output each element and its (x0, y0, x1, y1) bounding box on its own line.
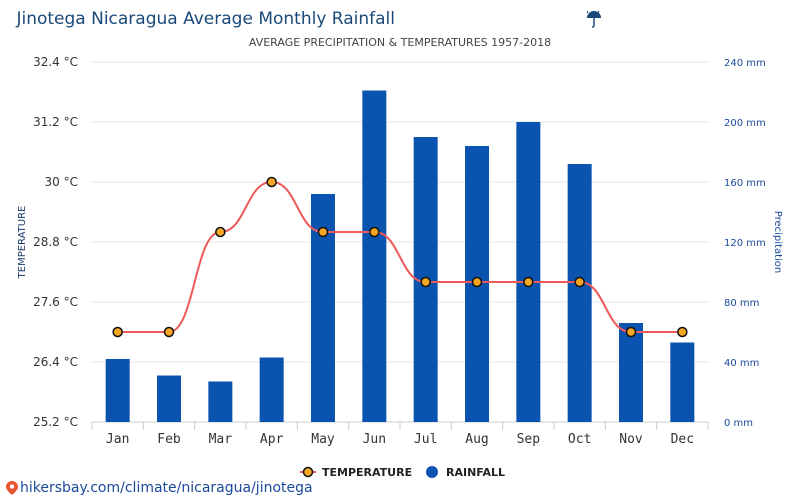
temperature-point (112, 326, 123, 338)
y-axis-label-left: TEMPERATURE (17, 206, 28, 280)
temperature-point (266, 176, 277, 188)
y-tick-label-right: 80 mm (724, 298, 759, 309)
rainfall-bar (259, 357, 284, 422)
umbrella-rain-icon (586, 10, 601, 28)
y-tick-label-right: 0 mm (724, 418, 753, 429)
temperature-point (420, 276, 431, 288)
x-tick-label: Jul (414, 432, 437, 447)
temperature-point (523, 276, 534, 288)
legend: TEMPERATURE RAINFALL (300, 466, 505, 479)
y-tick-label-right: 200 mm (724, 118, 766, 129)
x-tick-label: Dec (671, 432, 694, 447)
legend-rainfall-marker (426, 466, 438, 478)
y-tick-label-right: 120 mm (724, 238, 766, 249)
rainfall-bar (208, 381, 233, 422)
source-link[interactable]: hikersbay.com/climate/nicaragua/jinotega (6, 480, 313, 496)
rainfall-bar (157, 375, 181, 422)
temperature-point (163, 326, 175, 338)
legend-temperature-marker (302, 466, 314, 478)
chart-subtitle: AVERAGE PRECIPITATION & TEMPERATURES 195… (249, 36, 551, 49)
rainfall-bar (670, 342, 695, 422)
y-tick-label-left: 30 °C (45, 175, 78, 189)
rainfall-bar (567, 164, 592, 422)
y-tick-label-left: 28.8 °C (33, 235, 78, 249)
y-tick-label-left: 31.2 °C (33, 115, 78, 129)
x-tick-label: Apr (260, 432, 284, 447)
temperature-line (117, 180, 683, 333)
x-tick-label: Mar (209, 432, 233, 447)
temperature-point (215, 226, 226, 238)
y-tick-label-left: 32.4 °C (33, 55, 78, 69)
location-pin-icon (6, 481, 18, 495)
rainfall-bar (362, 90, 387, 422)
y-tick-label-right: 240 mm (724, 58, 766, 69)
y-tick-label-left: 25.2 °C (33, 415, 78, 429)
chart-title: Jinotega Nicaragua Average Monthly Rainf… (15, 9, 395, 29)
y-tick-label-right: 160 mm (724, 178, 766, 189)
temperature-point (574, 276, 585, 288)
y-axis-label-right: Precipitation (772, 211, 783, 274)
rainfall-bar (516, 122, 541, 422)
x-tick-label: Jan (106, 432, 129, 447)
x-tick-label: Jun (363, 432, 386, 447)
temperature-point (369, 226, 380, 238)
temperature-point (625, 326, 637, 338)
y-tick-label-left: 26.4 °C (33, 355, 78, 369)
temperature-point (677, 326, 688, 338)
temperature-point (471, 276, 483, 288)
legend-temperature-label: TEMPERATURE (322, 466, 412, 479)
legend-rainfall-label: RAINFALL (446, 466, 505, 479)
x-tick-label: Oct (568, 432, 591, 447)
x-tick-label: Nov (619, 432, 643, 447)
source-link-text: hikersbay.com/climate/nicaragua/jinotega (20, 480, 313, 496)
rainfall-bar (619, 323, 643, 422)
y-tick-label-left: 27.6 °C (33, 295, 78, 309)
x-tick-label: Feb (157, 432, 181, 447)
rainfall-bar (105, 359, 130, 422)
x-tick-label: Aug (465, 432, 488, 447)
x-tick-label: May (311, 432, 335, 447)
x-tick-label: Sep (517, 432, 541, 447)
temperature-point (317, 226, 329, 238)
y-tick-label-right: 40 mm (724, 358, 759, 369)
